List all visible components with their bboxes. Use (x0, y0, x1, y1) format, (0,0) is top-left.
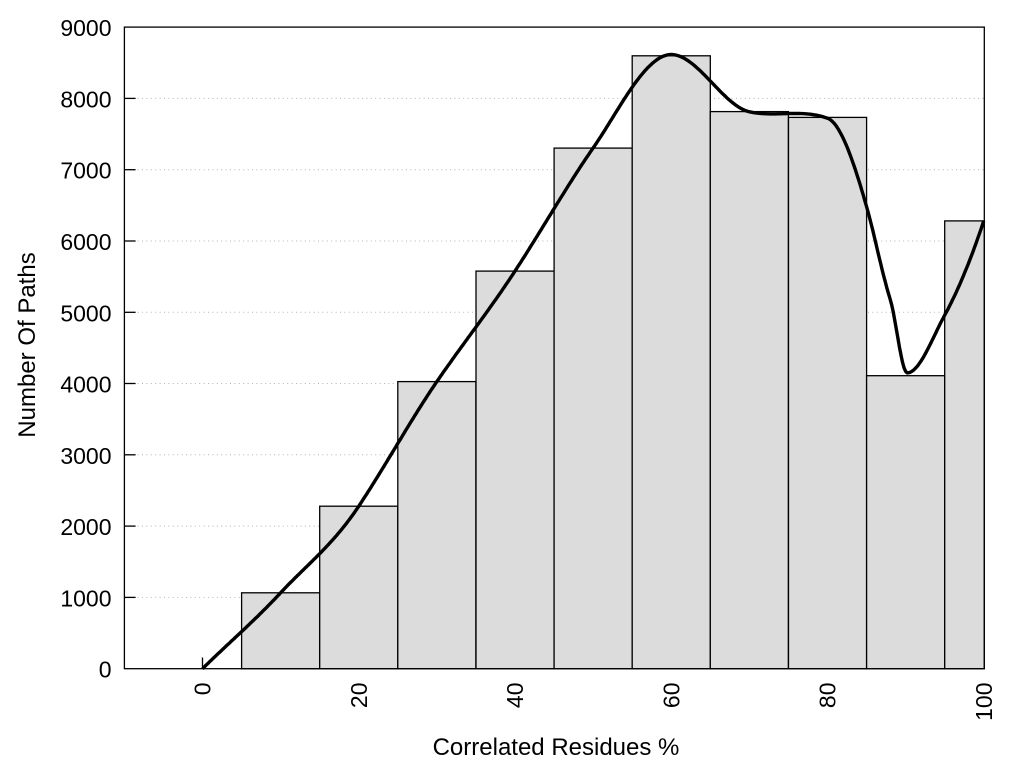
svg-text:Correlated Residues %: Correlated Residues % (433, 734, 680, 761)
svg-text:0: 0 (99, 657, 112, 683)
svg-text:9000: 9000 (60, 15, 111, 41)
svg-text:8000: 8000 (60, 86, 111, 112)
svg-text:100: 100 (971, 683, 997, 721)
svg-text:20: 20 (346, 683, 372, 709)
svg-text:3000: 3000 (60, 443, 111, 469)
svg-text:80: 80 (815, 683, 841, 709)
svg-text:0: 0 (190, 683, 216, 696)
svg-text:1000: 1000 (60, 585, 111, 611)
svg-text:Number Of Paths: Number Of Paths (14, 252, 41, 437)
svg-text:60: 60 (659, 683, 685, 709)
svg-text:7000: 7000 (60, 158, 111, 184)
svg-text:40: 40 (502, 683, 528, 709)
svg-text:4000: 4000 (60, 372, 111, 398)
svg-text:5000: 5000 (60, 300, 111, 326)
svg-text:6000: 6000 (60, 229, 111, 255)
svg-text:2000: 2000 (60, 514, 111, 540)
